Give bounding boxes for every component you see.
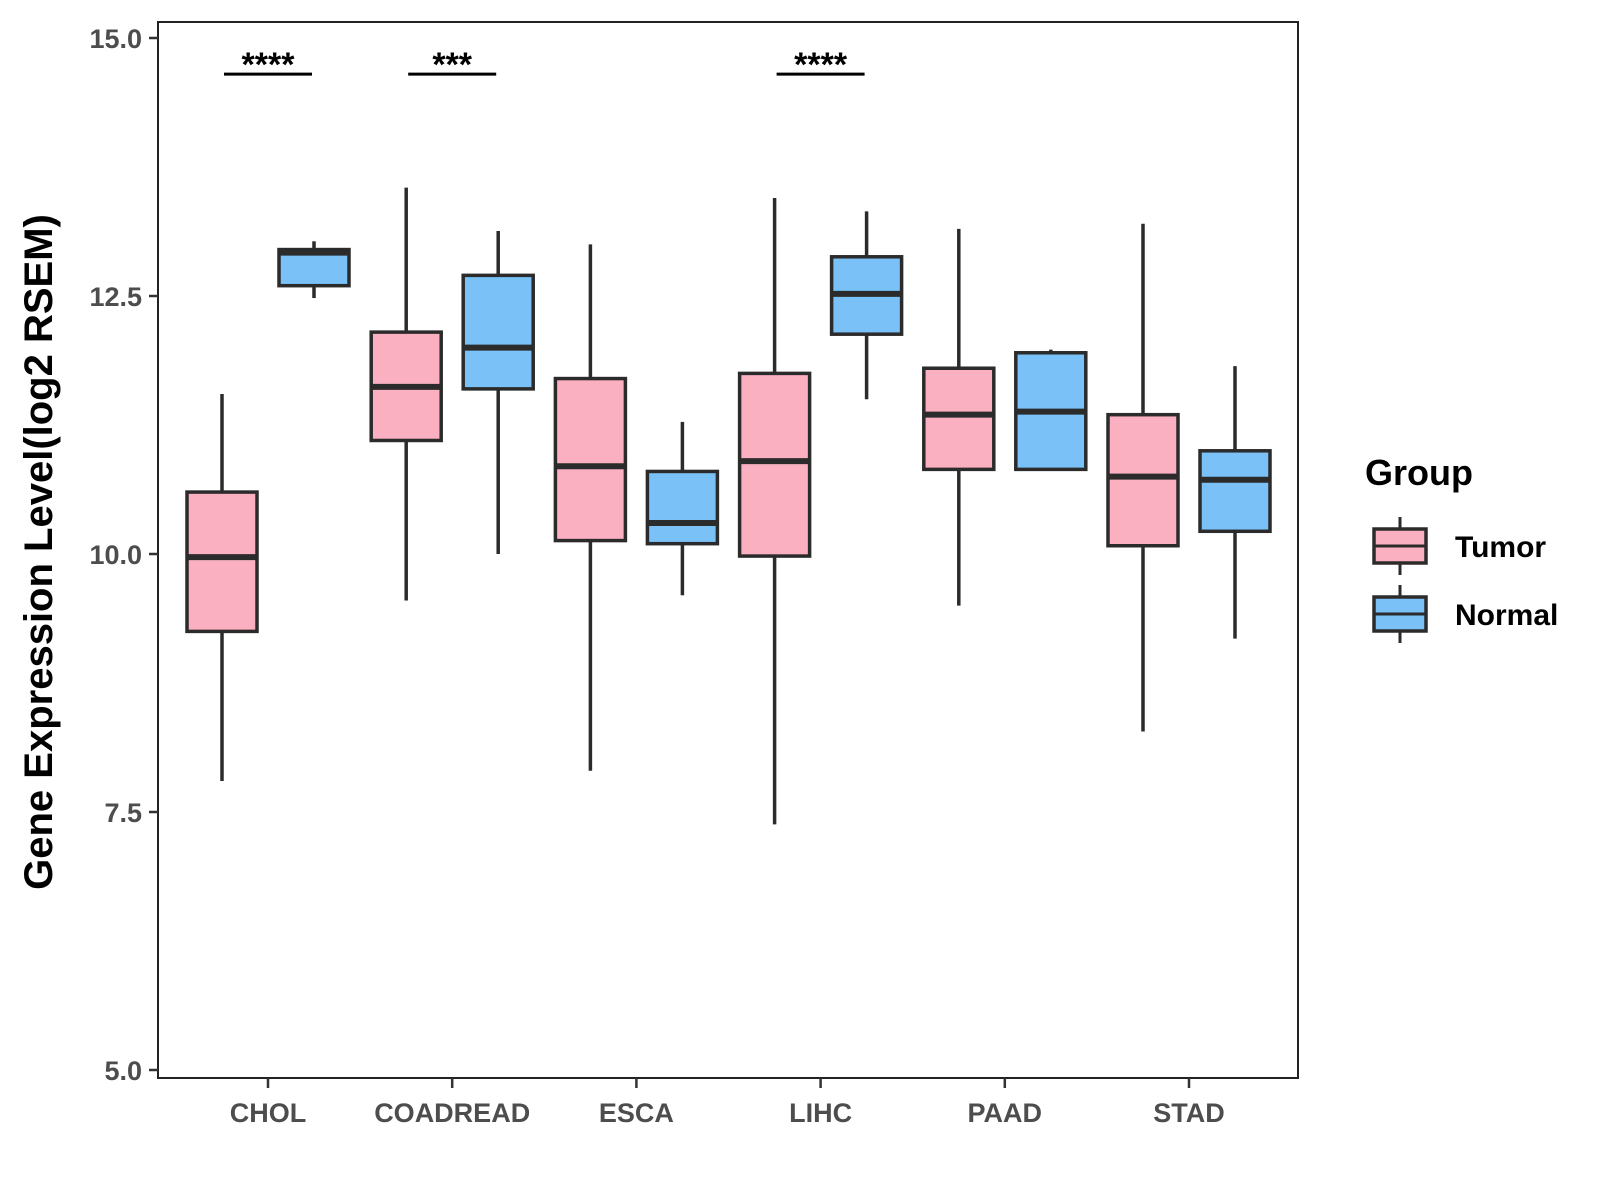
legend-title: Group xyxy=(1365,452,1473,493)
box-body xyxy=(553,376,628,543)
normal-box-chol xyxy=(277,241,351,299)
tumor-box-lihc xyxy=(737,197,812,825)
legend-item-tumor: Tumor xyxy=(1372,517,1546,575)
legend-label: Normal xyxy=(1455,599,1558,632)
y-tick-label: 12.5 xyxy=(89,282,142,312)
normal-box-lihc xyxy=(829,211,904,400)
box-body xyxy=(737,371,812,558)
significance-label: *** xyxy=(432,46,472,84)
normal-box-stad xyxy=(1198,366,1272,639)
significance-label: **** xyxy=(794,46,848,84)
legend: Group Tumor Normal xyxy=(1365,452,1558,643)
y-tick-label: 10.0 xyxy=(89,540,142,570)
box-body xyxy=(185,490,259,634)
normal-box-paad xyxy=(1014,349,1088,472)
x-tick-label: LIHC xyxy=(789,1098,852,1128)
x-tick-label: CHOL xyxy=(230,1098,307,1128)
box-body xyxy=(1198,449,1272,534)
normal-box-esca xyxy=(645,421,720,596)
tumor-box-chol xyxy=(185,394,259,782)
x-tick-label: PAAD xyxy=(968,1098,1043,1128)
y-tick-label: 5.0 xyxy=(104,1056,142,1086)
y-axis-title: Gene Expression Level(log2 RSEM) xyxy=(17,214,61,890)
y-tick-label: 7.5 xyxy=(104,798,142,828)
box-body xyxy=(645,469,720,546)
legend-item-normal: Normal xyxy=(1372,585,1558,643)
tumor-box-esca xyxy=(553,244,628,771)
plot-panel-border xyxy=(157,21,1299,1079)
tumor-box-paad xyxy=(922,228,996,606)
box-body xyxy=(922,366,996,472)
tumor-box-stad xyxy=(1106,223,1180,732)
box-body xyxy=(461,273,535,391)
x-tick-label: STAD xyxy=(1153,1098,1225,1128)
x-tick-label: ESCA xyxy=(599,1098,674,1128)
tumor-box-coadread xyxy=(369,187,443,601)
box-body xyxy=(1106,412,1180,548)
legend-label: Tumor xyxy=(1455,531,1546,564)
y-tick-label: 15.0 xyxy=(89,24,142,54)
significance-label: **** xyxy=(242,46,296,84)
normal-box-coadread xyxy=(461,230,535,554)
x-tick-label: COADREAD xyxy=(374,1098,530,1128)
